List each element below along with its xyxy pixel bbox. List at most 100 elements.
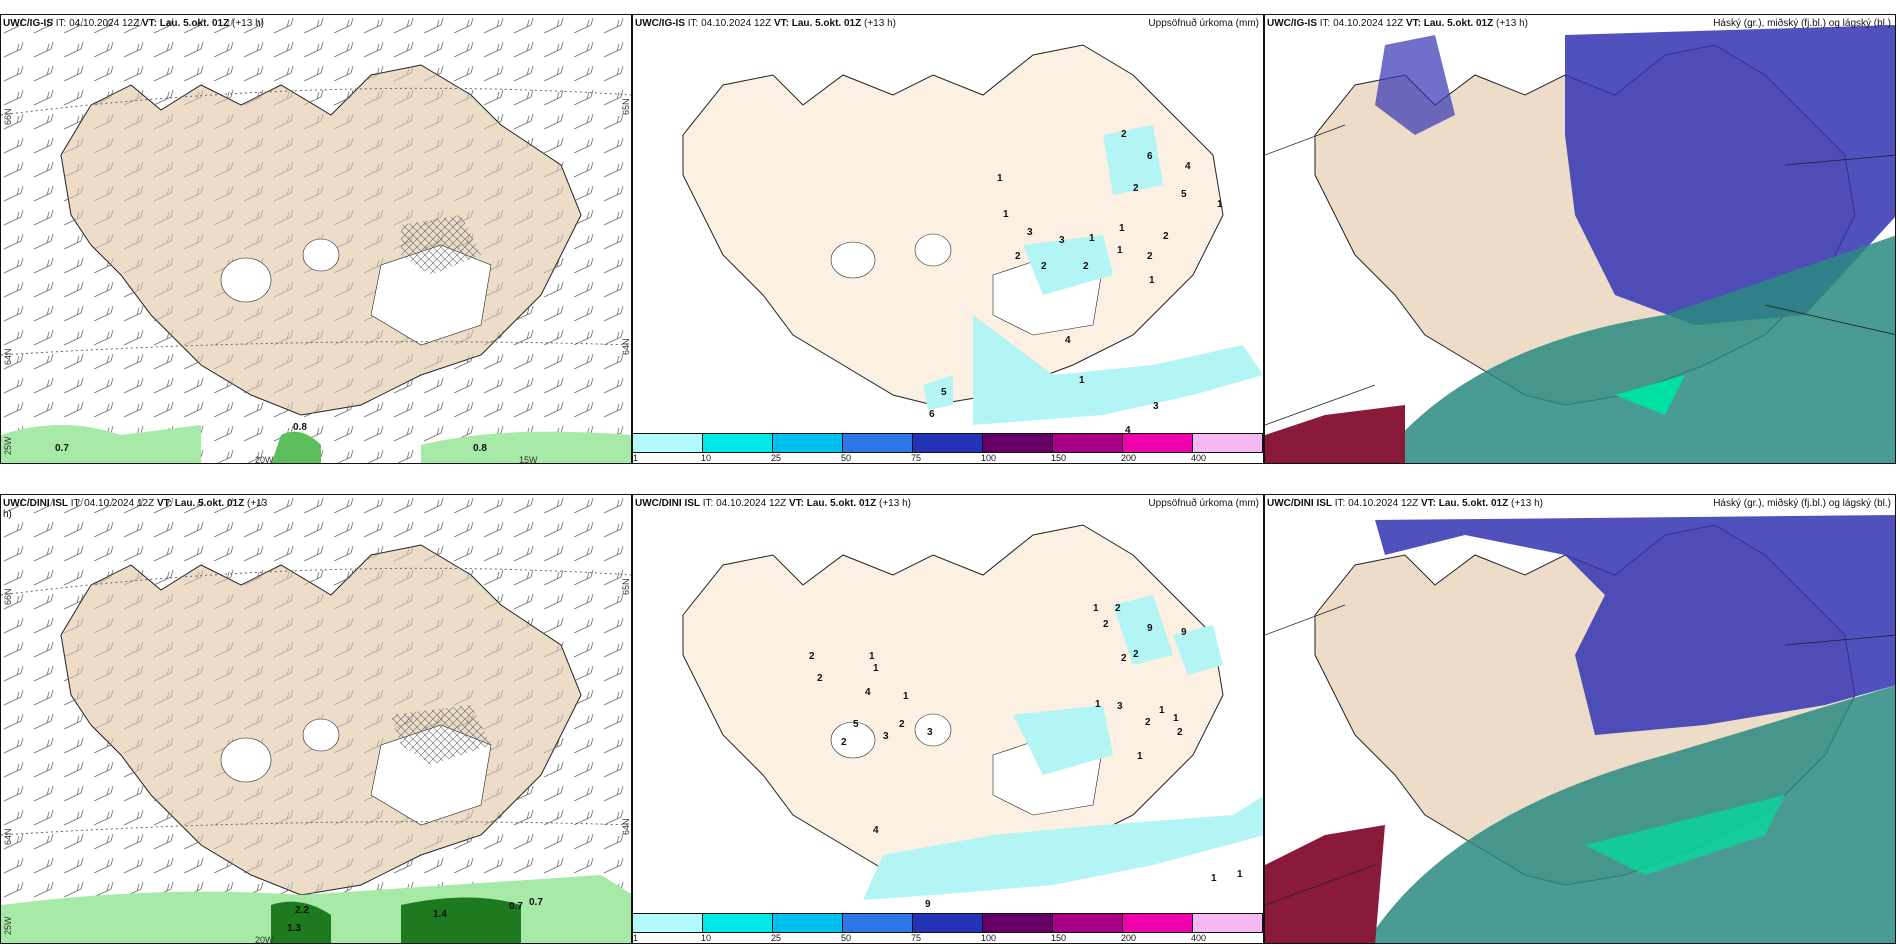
lat-label-right: 64N	[621, 818, 631, 835]
precip-value: 3	[1027, 227, 1033, 238]
colorbar-tick: 50	[841, 933, 852, 943]
it-label: IT:	[1334, 498, 1346, 509]
colorbar-box	[773, 914, 843, 932]
init-time: 04.10.2024 12Z	[1333, 18, 1404, 29]
precip-value: 1	[1119, 223, 1125, 234]
valid-time: Lau. 5.okt. 01Z	[1423, 18, 1494, 29]
lon-label: 20W	[255, 455, 274, 464]
colorbar-tick: 200	[1121, 453, 1137, 463]
colorbar-box	[633, 434, 703, 452]
colorbar-boxes	[633, 913, 1263, 933]
precip-value: 6	[929, 409, 935, 420]
precip-value: 9	[925, 899, 931, 910]
rain-value: 1.4	[433, 909, 447, 920]
lead-time: (+13 h)	[232, 18, 264, 29]
precip-value: 2	[1115, 603, 1121, 614]
vt-label: VT:	[1405, 18, 1421, 29]
precip-value: 3	[1153, 401, 1159, 412]
panel-wind-igis: UWC/IG-IS IT: 04.10.2024 12Z VT: Lau. 5.…	[0, 14, 632, 464]
colorbar-tick: 10	[701, 453, 712, 463]
colorbar-tick: 1	[633, 933, 639, 943]
init-time: 04.10.2024 12Z	[84, 498, 155, 509]
rain-value: 0.7	[55, 443, 69, 454]
valid-time: Lau. 5.okt. 01Z	[159, 18, 230, 29]
lat-label-right: 65N	[621, 98, 631, 115]
colorbar-box	[983, 434, 1053, 452]
panel-title: Uppsöfnuð úrkoma (mm)	[1148, 498, 1259, 509]
precip-value: 5	[853, 719, 859, 730]
it-label: IT:	[55, 18, 67, 29]
precip-value: 2	[1083, 261, 1089, 272]
precip-value: 5	[1181, 189, 1187, 200]
lon-label: 20W	[255, 935, 274, 944]
colorbar-tick: 150	[1051, 933, 1067, 943]
model-name: UWC/IG-IS	[635, 18, 685, 29]
lat-label: 66N	[3, 108, 13, 125]
lat-label: 66N	[3, 588, 13, 605]
wind-map	[1, 15, 631, 463]
precip-value: 1	[1095, 699, 1101, 710]
lon-label: 15W	[519, 455, 538, 464]
init-time: 04.10.2024 12Z	[69, 18, 140, 29]
model-name: UWC/DINI ISL	[635, 498, 700, 509]
colorbar-box	[1053, 914, 1123, 932]
panel-header: UWC/IG-IS IT: 04.10.2024 12Z VT: Lau. 5.…	[635, 18, 896, 29]
precip-value: 2	[1163, 231, 1169, 242]
precip-value: 1	[869, 651, 875, 662]
colorbar-box	[913, 914, 983, 932]
precip-value: 2	[899, 719, 905, 730]
rain-value: 1.3	[287, 923, 301, 934]
vt-label: VT:	[788, 498, 804, 509]
precip-value: 1	[1217, 199, 1223, 210]
vt-label: VT:	[773, 18, 789, 29]
precip-value: 1	[1079, 375, 1085, 386]
lat-label-right: 64N	[621, 338, 631, 355]
panel-cloud-dini: UWC/DINI ISL IT: 04.10.2024 12Z VT: Lau.…	[1264, 494, 1896, 944]
valid-time: Lau. 5.okt. 01Z	[1438, 498, 1509, 509]
precip-value: 2	[1015, 251, 1021, 262]
colorbar-tick: 400	[1191, 453, 1207, 463]
panel-header: UWC/IG-IS IT: 04.10.2024 12Z VT: Lau. 5.…	[3, 18, 264, 29]
precip-value: 2	[1145, 717, 1151, 728]
colorbar-tick: 10	[701, 933, 712, 943]
precip-value: 4	[865, 687, 871, 698]
precip-value: 6	[1147, 151, 1153, 162]
precip-value: 1	[1149, 275, 1155, 286]
lat-label: 64N	[3, 348, 13, 365]
colorbar-box	[703, 434, 773, 452]
precip-value: 1	[1137, 751, 1143, 762]
precip-value: 2	[1147, 251, 1153, 262]
lat-label: 64N	[3, 828, 13, 845]
colorbar-boxes	[633, 433, 1263, 453]
colorbar-box	[843, 434, 913, 452]
precip-value: 5	[941, 387, 947, 398]
init-time: 04.10.2024 12Z	[716, 498, 787, 509]
lead-time: (+13 h)	[864, 18, 896, 29]
colorbar-box	[773, 434, 843, 452]
precip-value: 3	[1059, 235, 1065, 246]
precip-value: 1	[1117, 245, 1123, 256]
precip-value: 3	[1117, 701, 1123, 712]
lead-time: (+13 h)	[879, 498, 911, 509]
lead-time: (+13	[247, 498, 268, 509]
precip-value: 1	[903, 691, 909, 702]
rain-value: 0.7	[509, 901, 523, 912]
precip-value: 3	[883, 731, 889, 742]
panel-title: Háský (gr.), miðský (fj.bl.) og lágský (…	[1713, 18, 1891, 29]
panel-title: Háský (gr.), miðský (fj.bl.) og lágský (…	[1713, 498, 1891, 509]
panel-cloud-igis: UWC/IG-IS IT: 04.10.2024 12Z VT: Lau. 5.…	[1264, 14, 1896, 464]
vt-label: VT:	[156, 498, 172, 509]
colorbar-tick: 75	[911, 933, 922, 943]
valid-time: Lau. 5.okt. 01Z	[806, 498, 877, 509]
rain-value: 0.8	[473, 443, 487, 454]
precip-value: 9	[1147, 623, 1153, 634]
model-name: UWC/IG-IS	[3, 18, 53, 29]
model-name: UWC/DINI ISL	[3, 498, 68, 509]
rain-value: 0.8	[293, 422, 307, 433]
iceland-land	[682, 44, 1224, 406]
model-name: UWC/IG-IS	[1267, 18, 1317, 29]
precip-value: 4	[873, 825, 879, 836]
colorbar-box	[913, 434, 983, 452]
it-label: IT:	[70, 498, 82, 509]
panel-title: Uppsöfnuð úrkoma (mm)	[1148, 18, 1259, 29]
